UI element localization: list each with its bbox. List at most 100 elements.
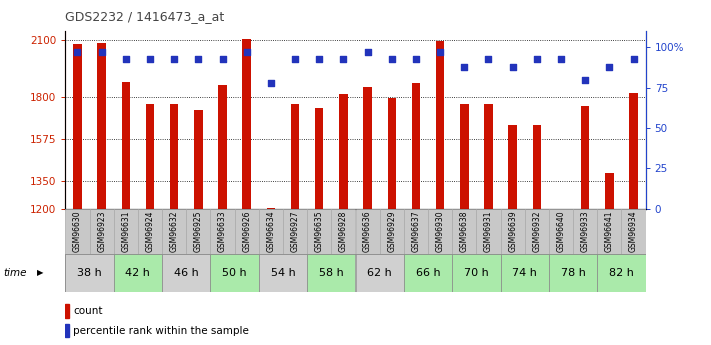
Bar xyxy=(170,104,178,209)
Bar xyxy=(501,254,549,292)
Text: GSM96924: GSM96924 xyxy=(146,210,154,252)
Text: GSM96930: GSM96930 xyxy=(436,210,444,252)
Text: percentile rank within the sample: percentile rank within the sample xyxy=(73,326,249,336)
Point xyxy=(314,56,325,61)
Text: 54 h: 54 h xyxy=(271,268,295,277)
Bar xyxy=(501,209,525,254)
Bar xyxy=(65,304,69,317)
Point xyxy=(362,49,373,55)
Text: GSM96641: GSM96641 xyxy=(605,210,614,252)
Text: GSM96925: GSM96925 xyxy=(194,210,203,252)
Bar xyxy=(65,209,90,254)
Point xyxy=(193,56,204,61)
Bar xyxy=(90,209,114,254)
Text: 50 h: 50 h xyxy=(223,268,247,277)
Point xyxy=(72,49,83,55)
Point xyxy=(604,64,615,69)
Text: count: count xyxy=(73,306,103,316)
Text: GSM96927: GSM96927 xyxy=(291,210,299,252)
Text: 58 h: 58 h xyxy=(319,268,343,277)
Bar xyxy=(356,254,404,292)
Bar xyxy=(307,209,331,254)
Bar xyxy=(65,254,114,292)
Text: GSM96934: GSM96934 xyxy=(629,210,638,252)
Point xyxy=(265,80,277,86)
Text: GSM96932: GSM96932 xyxy=(533,210,541,252)
Bar xyxy=(97,43,106,209)
Text: ▶: ▶ xyxy=(37,268,43,277)
Point xyxy=(434,49,446,55)
Point xyxy=(555,56,567,61)
Bar xyxy=(404,209,428,254)
Bar xyxy=(194,110,203,209)
Point xyxy=(459,64,470,69)
Bar xyxy=(476,209,501,254)
Bar xyxy=(138,209,162,254)
Bar xyxy=(549,209,573,254)
Bar xyxy=(597,254,646,292)
Bar xyxy=(404,254,452,292)
Bar xyxy=(508,125,517,209)
Bar xyxy=(525,209,549,254)
Text: 66 h: 66 h xyxy=(416,268,440,277)
Text: 62 h: 62 h xyxy=(368,268,392,277)
Point xyxy=(410,56,422,61)
Point xyxy=(289,56,301,61)
Text: GSM96926: GSM96926 xyxy=(242,210,251,252)
Point xyxy=(483,56,494,61)
Text: GSM96933: GSM96933 xyxy=(581,210,589,252)
Text: GSM96633: GSM96633 xyxy=(218,210,227,252)
Text: 82 h: 82 h xyxy=(609,268,634,277)
Point xyxy=(241,49,252,55)
Bar xyxy=(460,104,469,209)
Text: GSM96630: GSM96630 xyxy=(73,210,82,252)
Point xyxy=(120,56,132,61)
Text: 70 h: 70 h xyxy=(464,268,488,277)
Bar xyxy=(533,125,541,209)
Point xyxy=(217,56,228,61)
Point xyxy=(144,56,156,61)
Bar xyxy=(605,173,614,209)
Bar xyxy=(629,93,638,209)
Text: 42 h: 42 h xyxy=(126,268,150,277)
Text: GSM96632: GSM96632 xyxy=(170,210,178,252)
Text: GSM96640: GSM96640 xyxy=(557,210,565,252)
Text: GSM96636: GSM96636 xyxy=(363,210,372,252)
Bar xyxy=(146,104,154,209)
Point xyxy=(338,56,349,61)
Point xyxy=(628,56,639,61)
Bar xyxy=(210,254,259,292)
Bar xyxy=(122,81,130,209)
Text: GSM96635: GSM96635 xyxy=(315,210,324,252)
Bar xyxy=(621,209,646,254)
Text: GSM96637: GSM96637 xyxy=(412,210,420,252)
Bar xyxy=(73,44,82,209)
Bar xyxy=(581,106,589,209)
Point xyxy=(96,49,107,55)
Bar xyxy=(331,209,356,254)
Bar xyxy=(162,209,186,254)
Point xyxy=(531,56,542,61)
Text: GSM96639: GSM96639 xyxy=(508,210,517,252)
Bar xyxy=(267,208,275,209)
Bar xyxy=(356,209,380,254)
Bar xyxy=(549,254,597,292)
Bar xyxy=(428,209,452,254)
Bar xyxy=(307,254,356,292)
Bar xyxy=(452,209,476,254)
Text: 46 h: 46 h xyxy=(174,268,198,277)
Bar xyxy=(210,209,235,254)
Bar xyxy=(218,85,227,209)
Text: 78 h: 78 h xyxy=(561,268,585,277)
Bar xyxy=(597,209,621,254)
Bar xyxy=(291,104,299,209)
Bar xyxy=(452,254,501,292)
Bar xyxy=(283,209,307,254)
Bar xyxy=(65,324,69,337)
Bar xyxy=(235,209,259,254)
Bar xyxy=(114,209,138,254)
Bar xyxy=(363,87,372,209)
Text: GSM96631: GSM96631 xyxy=(122,210,130,252)
Bar xyxy=(259,254,307,292)
Text: GSM96928: GSM96928 xyxy=(339,210,348,252)
